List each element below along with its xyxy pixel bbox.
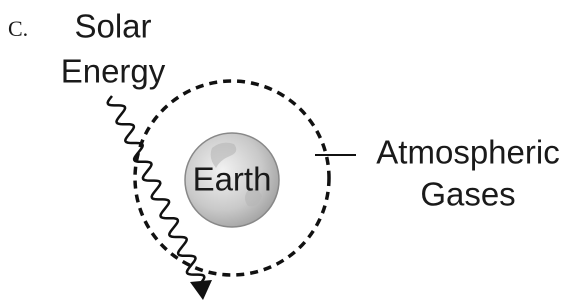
gases-label: Gases [420, 176, 515, 213]
item-letter: C. [8, 16, 28, 41]
energy-label: Energy [61, 53, 166, 90]
atmospheric-label: Atmospheric [376, 134, 559, 171]
earth-label: Earth [193, 161, 272, 198]
solar-label: Solar [74, 8, 151, 45]
arrowhead [190, 280, 212, 300]
diagram: C. Solar Energy Earth Atmospheric Gases [0, 0, 577, 306]
page: C. Solar Energy Earth Atmospheric Gases … [0, 0, 577, 306]
